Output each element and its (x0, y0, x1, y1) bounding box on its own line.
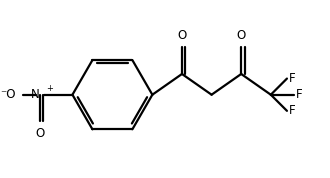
Text: O: O (237, 29, 246, 42)
Text: ⁻O: ⁻O (0, 88, 16, 101)
Text: N: N (31, 88, 40, 101)
Text: O: O (177, 29, 186, 42)
Text: F: F (289, 72, 295, 85)
Text: F: F (289, 104, 295, 117)
Text: F: F (296, 88, 302, 101)
Text: O: O (36, 127, 45, 140)
Text: +: + (46, 83, 53, 93)
